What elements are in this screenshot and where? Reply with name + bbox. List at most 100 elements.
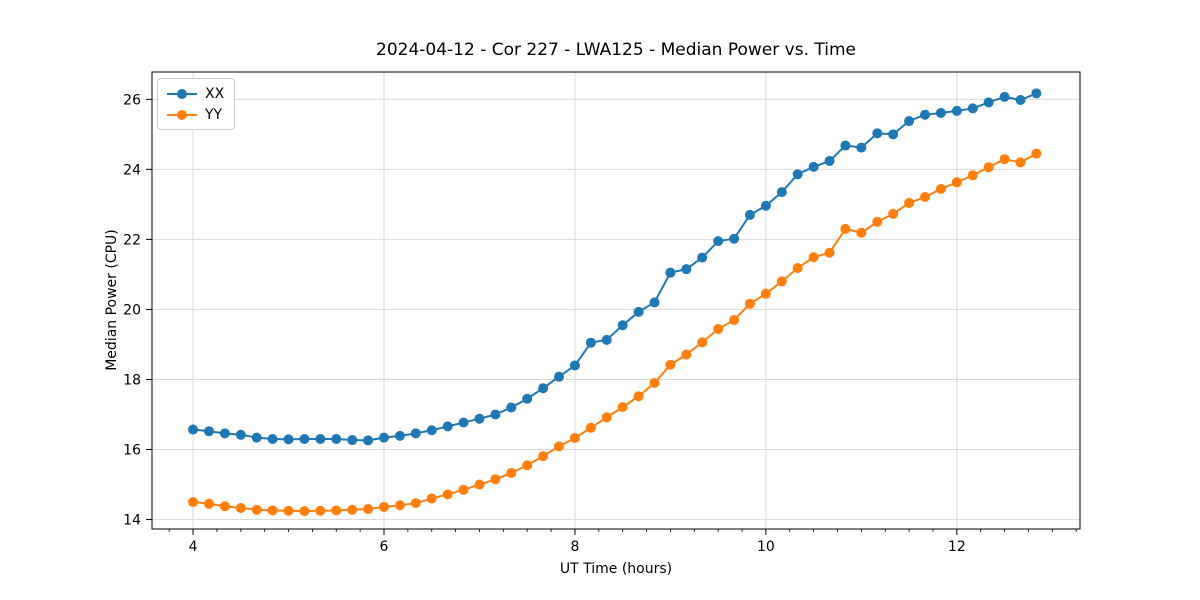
series-XX-point (204, 426, 214, 437)
series-YY-point (283, 505, 294, 516)
series-XX-point (935, 107, 946, 118)
series-YY-point (935, 183, 946, 194)
series-YY-point (442, 489, 453, 500)
series-YY-point (776, 276, 787, 287)
series-YY-point (219, 501, 230, 512)
series-XX-point (840, 140, 851, 151)
series-XX-point (315, 434, 326, 444)
series-YY-point (824, 247, 835, 258)
series-YY-point (760, 288, 771, 299)
series-YY-point (585, 422, 596, 433)
series-XX-point (585, 337, 596, 348)
series-XX-point (904, 116, 915, 127)
series-XX-point (363, 435, 374, 446)
series-YY-point (904, 197, 915, 208)
series-YY-point (872, 216, 883, 227)
series-YY-point (490, 474, 501, 485)
series-YY-point (347, 504, 358, 515)
series-XX-point (967, 103, 978, 114)
series-XX-point (744, 209, 755, 220)
x-tick-label: 4 (189, 539, 198, 555)
series-XX-point (522, 393, 533, 404)
series-YY-point (538, 451, 549, 462)
legend: XX YY (157, 78, 236, 130)
series-YY-point (188, 497, 199, 508)
series-YY-point (983, 162, 994, 173)
series-XX-point (681, 264, 692, 275)
legend-item-XX: XX (167, 84, 224, 103)
series-XX-point (474, 413, 485, 424)
series-YY-point (617, 402, 628, 413)
series-XX-point (458, 417, 469, 428)
series-XX-point (538, 383, 549, 394)
series-XX-point (347, 435, 358, 446)
series-YY-point (920, 192, 931, 203)
series-XX-point (808, 161, 819, 172)
y-tick-label: 16 (123, 443, 141, 459)
series-YY-point (204, 498, 214, 509)
x-tick-label: 8 (570, 539, 579, 555)
series-YY-point (235, 502, 246, 513)
series-YY-point (792, 263, 803, 274)
y-tick-label: 14 (123, 513, 141, 529)
series-YY-point (856, 227, 867, 238)
series-YY-point (474, 479, 485, 490)
series-YY-point (1015, 157, 1026, 168)
series-XX-point (569, 360, 580, 371)
series-YY-point (601, 412, 612, 423)
series-XX-point (426, 425, 437, 436)
y-tick-label: 22 (123, 232, 141, 248)
series-YY-point (951, 177, 962, 188)
series-XX-point (888, 129, 899, 140)
series-YY-point (681, 349, 692, 360)
series-YY-point (267, 505, 278, 516)
series-XX-point (617, 320, 628, 331)
y-tick-label: 18 (123, 372, 141, 388)
series-XX-point (983, 97, 994, 108)
y-axis-label: Median Power (CPU) (104, 229, 120, 371)
series-XX-point (394, 430, 405, 441)
series-XX-point (251, 432, 262, 443)
legend-marker-YY (167, 109, 197, 120)
series-XX-point (776, 187, 787, 198)
series-XX-point (601, 334, 612, 345)
series-YY-point (569, 432, 580, 443)
series-XX-point (729, 233, 740, 244)
x-tick-label: 10 (757, 539, 775, 555)
series-XX-point (188, 424, 199, 435)
y-tick-label: 26 (123, 92, 141, 108)
series-XX-point (999, 91, 1010, 102)
series-XX-point (219, 428, 230, 439)
legend-marker-XX (167, 88, 197, 99)
series-XX-point (490, 409, 501, 420)
series-XX-point (379, 432, 389, 443)
series-XX-point (267, 434, 278, 444)
series-YY-point (554, 441, 564, 452)
series-XX-point (824, 155, 835, 166)
chart-title: 2024-04-12 - Cor 227 - LWA125 - Median P… (376, 40, 856, 60)
series-YY-point (315, 505, 326, 516)
series-YY-point (331, 505, 342, 516)
series-XX-point (235, 429, 246, 440)
series-XX-point (442, 421, 453, 432)
series-YY-point (522, 460, 533, 471)
series-XX-point (331, 434, 342, 444)
series-YY-point (506, 467, 517, 478)
series-YY-point (729, 314, 740, 325)
legend-label-XX: XX (205, 85, 225, 102)
x-tick-label: 6 (380, 539, 389, 555)
series-YY-point (394, 500, 405, 511)
series-YY-point (410, 498, 421, 509)
series-XX-point (665, 267, 676, 278)
series-XX-point (872, 128, 883, 139)
series-XX-point (554, 371, 564, 382)
legend-item-YY: YY (167, 105, 224, 124)
series-YY-point (697, 337, 708, 348)
series-XX-point (1031, 88, 1042, 99)
legend-label-YY: YY (205, 106, 223, 123)
series-YY-point (458, 484, 469, 495)
series-YY-point (665, 359, 676, 370)
series-XX-point (506, 402, 517, 413)
